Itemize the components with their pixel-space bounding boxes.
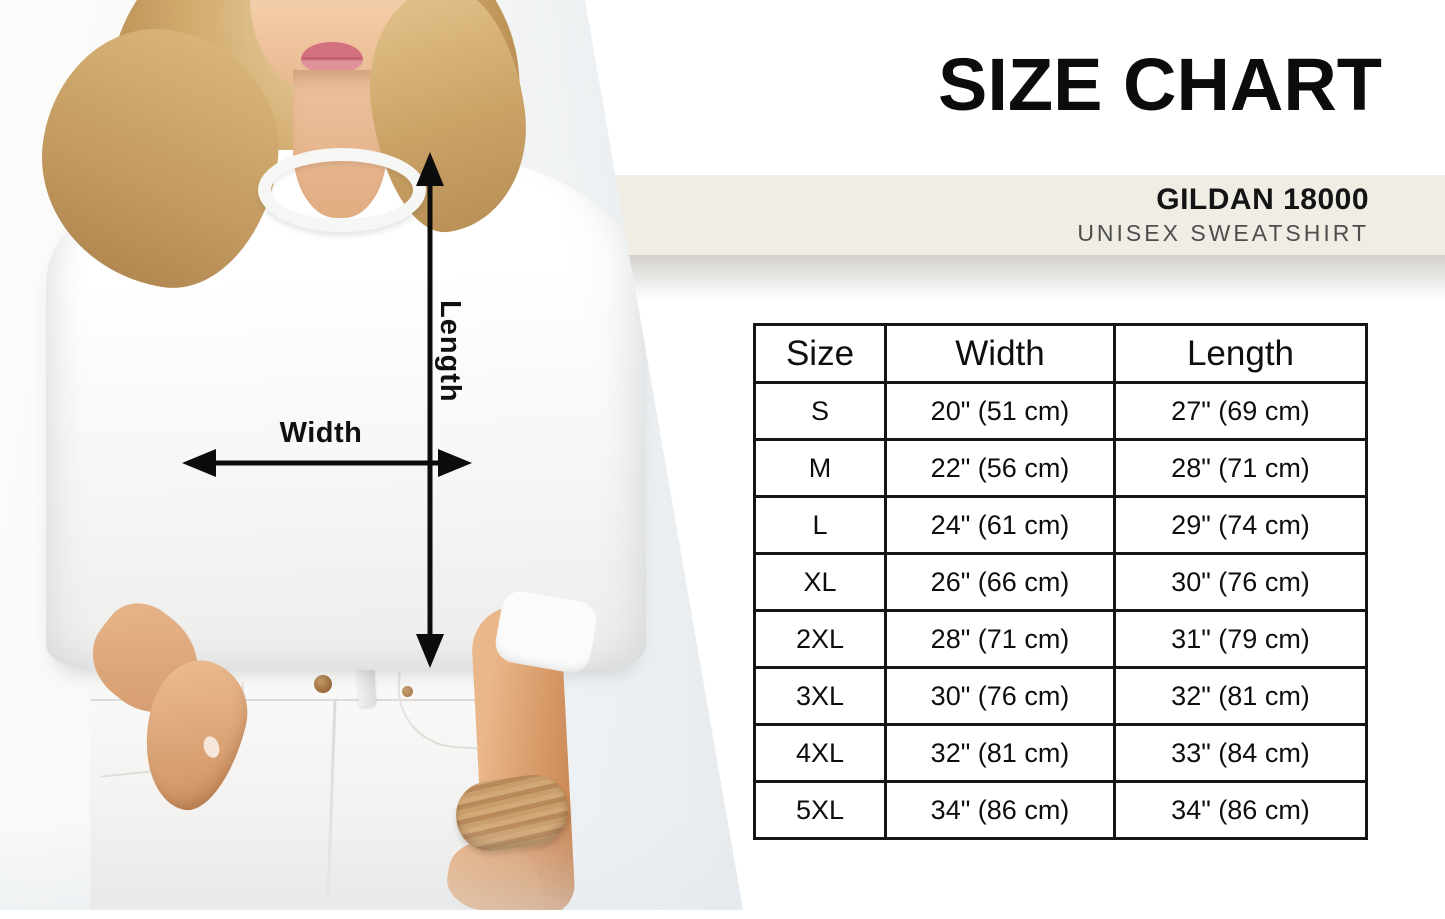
brand-band: GILDAN 18000 UNISEX SWEATSHIRT	[615, 175, 1445, 255]
cell-width: 22" (56 cm)	[884, 438, 1116, 498]
cell-width: 30" (76 cm)	[884, 666, 1116, 726]
cell-length: 31" (79 cm)	[1113, 609, 1368, 669]
table-row: 4XL 32" (81 cm) 33" (84 cm)	[753, 723, 1368, 783]
size-table: Size Width Length S 20" (51 cm) 27" (69 …	[753, 323, 1368, 840]
table-row: M 22" (56 cm) 28" (71 cm)	[753, 438, 1368, 498]
cell-width: 26" (66 cm)	[884, 552, 1116, 612]
cell-width: 20" (51 cm)	[884, 381, 1116, 441]
cell-length: 30" (76 cm)	[1113, 552, 1368, 612]
cell-size: XL	[753, 552, 887, 612]
cell-width: 34" (86 cm)	[884, 780, 1116, 840]
cell-width: 32" (81 cm)	[884, 723, 1116, 783]
size-table-header-row: Size Width Length	[753, 323, 1368, 384]
cell-length: 27" (69 cm)	[1113, 381, 1368, 441]
cell-size: M	[753, 438, 887, 498]
width-arrow-head-left-icon	[182, 449, 216, 477]
cell-size: S	[753, 381, 887, 441]
cell-length: 32" (81 cm)	[1113, 666, 1368, 726]
cell-length: 33" (84 cm)	[1113, 723, 1368, 783]
cell-size: 3XL	[753, 666, 887, 726]
product-name: UNISEX SWEATSHIRT	[1077, 220, 1369, 246]
table-row: 5XL 34" (86 cm) 34" (86 cm)	[753, 780, 1368, 840]
cell-length: 28" (71 cm)	[1113, 438, 1368, 498]
model-photo: Width Length	[0, 0, 743, 910]
brand-band-shadow	[629, 255, 1445, 301]
width-arrow-head-right-icon	[438, 449, 472, 477]
page-title: SIZE CHART	[938, 43, 1382, 126]
brand-name: GILDAN 18000	[1156, 183, 1369, 216]
cell-size: 4XL	[753, 723, 887, 783]
length-arrow-head-bottom-icon	[416, 634, 444, 668]
measurement-arrows	[182, 152, 472, 668]
cell-length: 34" (86 cm)	[1113, 780, 1368, 840]
cell-size: 2XL	[753, 609, 887, 669]
table-row: XL 26" (66 cm) 30" (76 cm)	[753, 552, 1368, 612]
column-header-length: Length	[1113, 323, 1368, 384]
column-header-width: Width	[884, 323, 1116, 384]
cell-width: 28" (71 cm)	[884, 609, 1116, 669]
column-header-size: Size	[753, 323, 887, 384]
cell-size: L	[753, 495, 887, 555]
length-measure-label: Length	[434, 300, 466, 403]
table-row: S 20" (51 cm) 27" (69 cm)	[753, 381, 1368, 441]
cell-width: 24" (61 cm)	[884, 495, 1116, 555]
table-row: L 24" (61 cm) 29" (74 cm)	[753, 495, 1368, 555]
length-arrow-head-top-icon	[416, 152, 444, 186]
width-measure-label: Width	[279, 417, 363, 449]
cell-size: 5XL	[753, 780, 887, 840]
cell-length: 29" (74 cm)	[1113, 495, 1368, 555]
table-row: 3XL 30" (76 cm) 32" (81 cm)	[753, 666, 1368, 726]
table-row: 2XL 28" (71 cm) 31" (79 cm)	[753, 609, 1368, 669]
